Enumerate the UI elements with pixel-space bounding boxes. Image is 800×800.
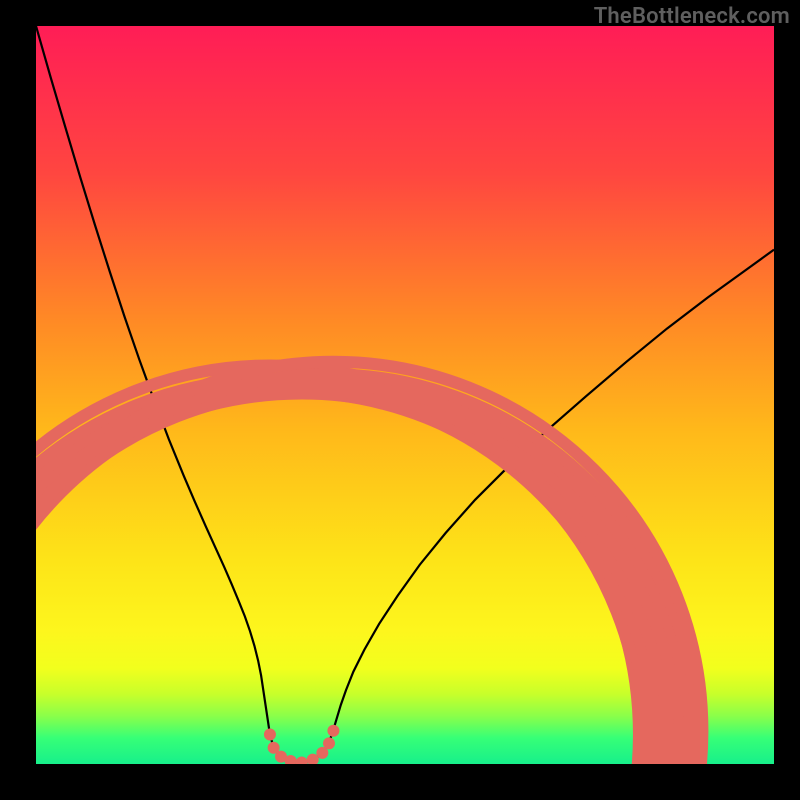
plot-area — [36, 26, 774, 764]
marker-group — [264, 725, 339, 764]
bottleneck-curve-svg — [36, 26, 774, 764]
curve-marker — [327, 725, 339, 737]
frame: TheBottleneck.com — [0, 0, 800, 800]
